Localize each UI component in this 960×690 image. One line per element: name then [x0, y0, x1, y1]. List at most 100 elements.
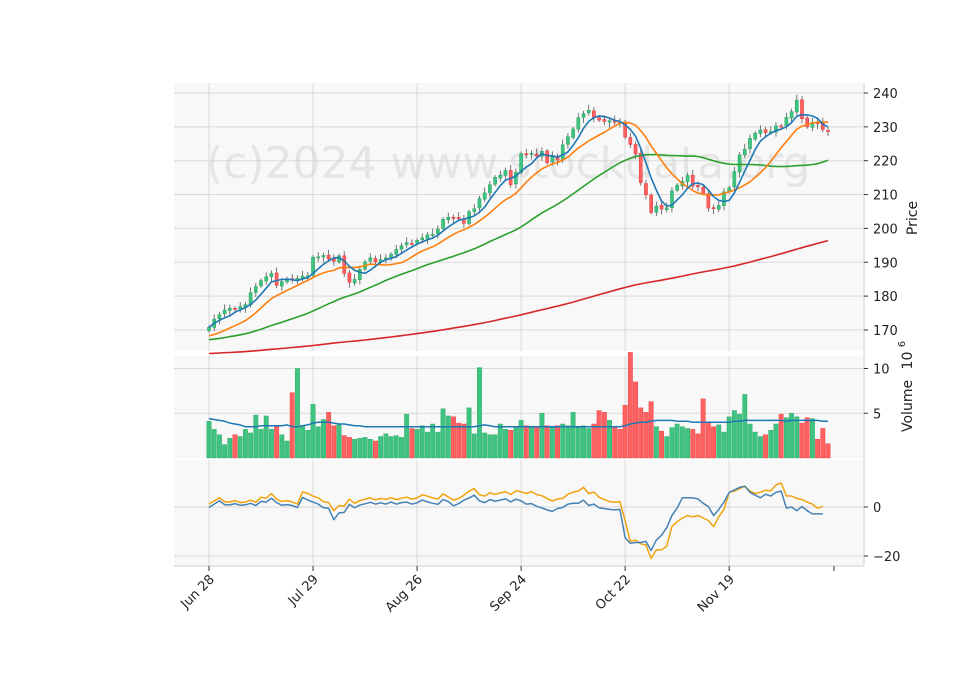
candle-body — [311, 256, 315, 276]
volume-bar — [799, 422, 805, 459]
volume-bar — [435, 431, 441, 459]
candle-body — [732, 171, 737, 188]
price-axis-title: Price — [905, 201, 921, 235]
volume-axis-title: Volume 10 6 — [897, 341, 916, 432]
candle-body — [534, 153, 539, 157]
volume-bar — [794, 416, 800, 459]
volume-bar — [305, 430, 311, 459]
candle-body — [664, 207, 669, 210]
volume-bar — [534, 426, 540, 459]
volume-bar — [809, 418, 815, 459]
x-tick-label: Nov 19 — [695, 572, 738, 615]
volume-bar — [565, 425, 571, 459]
candle-body — [826, 130, 830, 132]
candle-body — [207, 326, 211, 331]
candle-body — [498, 175, 503, 179]
volume-bar — [820, 428, 826, 459]
volume-bar — [570, 412, 576, 459]
volume-bar — [773, 423, 779, 459]
volume-bar — [804, 417, 810, 459]
volume-bar — [248, 432, 254, 459]
volume-bar — [393, 435, 399, 459]
candle-body — [779, 125, 783, 128]
candle-body — [233, 308, 237, 310]
volume-bar — [321, 419, 326, 459]
volume-bar — [279, 434, 285, 459]
candle-body — [352, 279, 357, 284]
volume-exponent-power: 6 — [897, 341, 908, 347]
volume-bar — [357, 438, 363, 459]
volume-bar — [445, 415, 451, 459]
candle-body — [227, 308, 232, 311]
price-tick-label: 180 — [873, 290, 898, 305]
volume-ma-line — [208, 417, 828, 428]
volume-bar — [695, 433, 701, 459]
volume-bar — [378, 436, 384, 459]
candle-body — [316, 256, 321, 259]
volume-bar — [700, 398, 706, 459]
candle-body — [326, 254, 331, 260]
volume-tick-label: 5 — [873, 407, 881, 422]
volume-bar — [737, 413, 742, 459]
candle-body — [649, 194, 653, 213]
volume-bar — [508, 430, 514, 459]
oscillator-tick-label: −20 — [873, 550, 900, 565]
candle-body — [472, 208, 477, 212]
candle-body — [566, 136, 570, 145]
volume-bar — [622, 404, 628, 459]
candle-body — [748, 138, 752, 149]
candle-body — [404, 242, 409, 246]
volume-bar — [211, 429, 217, 459]
volume-bar — [263, 415, 269, 459]
candle-body — [482, 192, 487, 200]
oscillator-panel-bg — [174, 460, 864, 566]
volume-bar — [529, 427, 534, 459]
volume-bar — [601, 412, 607, 459]
volume-bar — [815, 439, 821, 459]
candle-body — [514, 171, 518, 185]
candle-body — [784, 117, 789, 126]
volume-bar — [492, 434, 498, 459]
volume-bar — [451, 416, 456, 459]
candle-body — [347, 272, 352, 283]
volume-bar — [388, 436, 394, 459]
volume-bar — [295, 368, 300, 459]
candle-body — [446, 216, 451, 221]
price-panel-bg — [174, 83, 864, 351]
candle-body — [644, 183, 648, 196]
volume-bar — [716, 424, 722, 459]
candle-body — [274, 272, 279, 286]
volume-bar — [581, 425, 586, 459]
volume-bar — [414, 429, 420, 459]
volume-bar — [721, 431, 727, 459]
candle-body — [430, 233, 435, 236]
volume-bar — [237, 436, 243, 459]
volume-bar — [310, 404, 316, 459]
candle-body — [763, 129, 768, 133]
candle-body — [805, 117, 810, 128]
volume-bar — [336, 424, 342, 459]
volume-bar — [617, 429, 623, 459]
candle-body — [238, 306, 243, 310]
candle-body — [628, 137, 633, 145]
volume-bar — [518, 420, 524, 459]
volume-bar — [825, 443, 831, 459]
candle-body — [722, 191, 726, 206]
volume-bar — [742, 394, 748, 459]
volume-bar — [690, 429, 696, 459]
candle-body — [399, 245, 404, 250]
volume-bar — [768, 430, 774, 459]
candle-body — [758, 129, 763, 134]
volume-tick-label: 10 — [873, 363, 890, 378]
volume-bar — [289, 392, 295, 459]
volume-bar — [373, 440, 378, 459]
volume-bar — [315, 426, 321, 459]
volume-bar — [430, 423, 436, 459]
candle-body — [451, 216, 456, 219]
candle-body — [560, 144, 565, 161]
candle-body — [368, 257, 373, 262]
volume-axis-label: Volume — [900, 380, 916, 432]
x-tick-label: Jun 28 — [178, 572, 218, 612]
volume-bar — [383, 433, 389, 459]
candle-body — [259, 280, 263, 287]
